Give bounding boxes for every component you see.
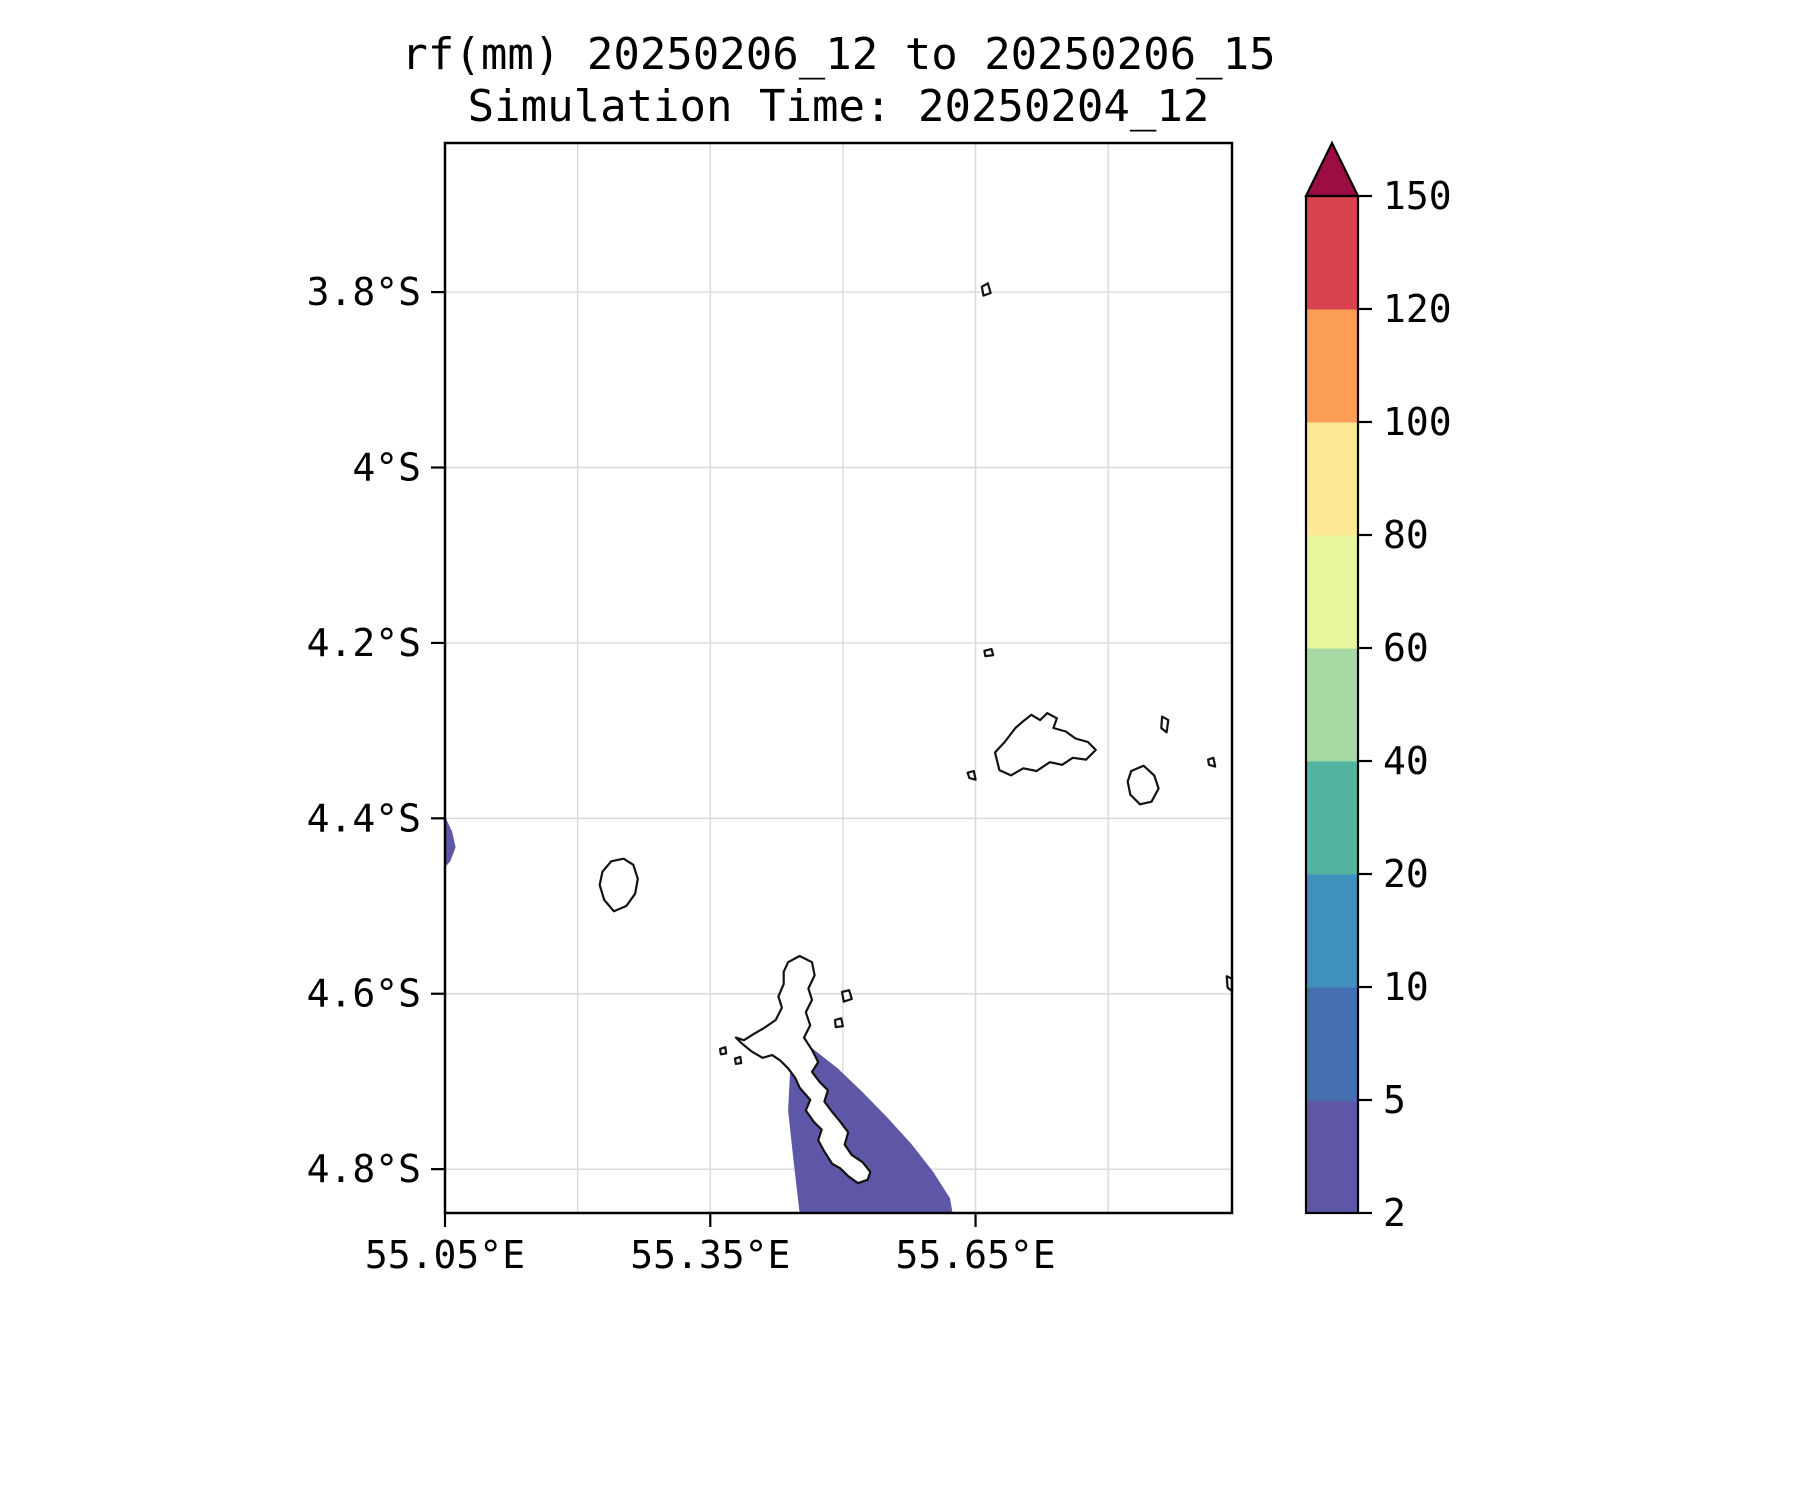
y-tick-label: 4.2°S — [307, 621, 421, 665]
y-tick-label: 4.8°S — [307, 1147, 421, 1191]
y-tick-label: 4°S — [352, 446, 421, 490]
y-tick-label: 3.8°S — [307, 270, 421, 314]
rain-contour-region — [788, 1048, 953, 1213]
colorbar-segment — [1306, 648, 1358, 762]
rain-contour-region — [445, 816, 456, 868]
coastline-islet-se-1 — [840, 989, 853, 1003]
chart-subtitle: Simulation Time: 20250204_12 — [467, 81, 1210, 132]
colorbar-over-arrow — [1304, 140, 1360, 198]
colorbar-segment — [1306, 422, 1358, 536]
colorbar-segment — [1306, 196, 1358, 310]
colorbar-tick-label: 2 — [1383, 1191, 1406, 1235]
x-tick-label: 55.05°E — [365, 1233, 525, 1277]
coastline-islet-sw-1 — [718, 1046, 728, 1056]
colorbar-tick-label: 120 — [1383, 287, 1452, 331]
x-tick-label: 55.65°E — [895, 1233, 1055, 1277]
x-tick-label: 55.35°E — [630, 1233, 790, 1277]
coastline-island-ne-east — [1126, 764, 1160, 806]
colorbar-tick-label: 80 — [1383, 513, 1429, 557]
y-tick-label: 4.4°S — [307, 796, 421, 840]
coastline-islet-ne-small — [983, 648, 995, 658]
coastline-island-south-large — [734, 954, 872, 1185]
coastline-islet-ne-1 — [1160, 715, 1170, 734]
colorbar-tick-label: 40 — [1383, 739, 1429, 783]
colorbar-tick-label: 60 — [1383, 626, 1429, 670]
coastline-islet-ne-3 — [966, 769, 977, 781]
chart-title: rf(mm) 20250206_12 to 20250206_15 — [401, 29, 1276, 80]
y-tick-label: 4.6°S — [307, 972, 421, 1016]
colorbar-tick-label: 10 — [1383, 965, 1429, 1009]
colorbar-segment — [1306, 1100, 1358, 1214]
colorbar-tick-label: 5 — [1383, 1078, 1406, 1122]
colorbar-frame — [1304, 194, 1360, 1215]
coastline-island-ne-large — [993, 712, 1097, 777]
coastline-island-west-round — [598, 857, 639, 913]
plot-frame — [443, 141, 1234, 1215]
colorbar-segment — [1306, 987, 1358, 1101]
colorbar-segment — [1306, 761, 1358, 875]
coastline-islet-sw-2 — [733, 1055, 743, 1065]
colorbar-segment — [1306, 535, 1358, 649]
colorbar-tick-label: 100 — [1383, 400, 1452, 444]
colorbar-segment — [1306, 874, 1358, 988]
colorbar-tick-label: 150 — [1383, 174, 1452, 218]
coastline-islet-ne-2 — [1207, 756, 1217, 768]
colorbar-tick-label: 20 — [1383, 852, 1429, 896]
colorbar-segment — [1306, 309, 1358, 423]
coastline-islet-north — [980, 282, 992, 297]
coastline-islet-se-2 — [833, 1017, 844, 1029]
